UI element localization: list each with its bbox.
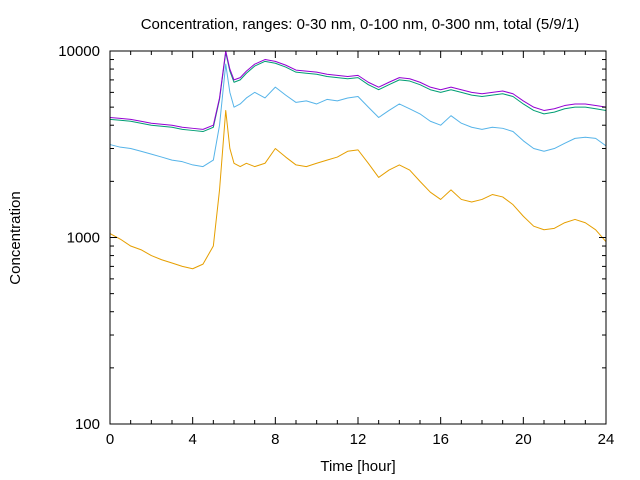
series-line-1 [109,109,607,270]
plot-frame [109,50,607,425]
x-axis-label: Time [hour] [320,458,395,475]
x-tick-label: 24 [598,431,615,448]
ticks-layer: 0 4 8 12 16 20 24 100 1000 10000 [58,43,614,448]
series-line-4 [109,50,607,130]
x-tick-label: 8 [271,431,279,448]
x-tick-label: 20 [515,431,532,448]
series-line-3 [109,52,607,133]
series-layer [109,50,607,270]
y-tick-label: 1000 [67,230,100,247]
x-tick-label: 4 [188,431,196,448]
series-line-2 [109,63,607,168]
x-tick-label: 16 [432,431,449,448]
chart-title: Concentration, ranges: 0-30 nm, 0-100 nm… [141,16,580,33]
y-axis-label: Concentration [7,191,24,284]
x-tick-label: 12 [350,431,367,448]
y-tick-label: 100 [75,416,100,433]
y-tick-label: 10000 [58,43,100,60]
x-tick-label: 0 [106,431,114,448]
